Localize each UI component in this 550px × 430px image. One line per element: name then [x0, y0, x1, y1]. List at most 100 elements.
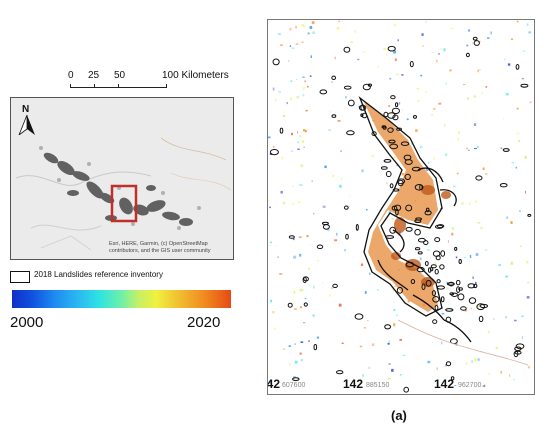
landslide-pixel — [421, 33, 424, 36]
inventory-polygon — [428, 267, 432, 273]
landslide-pixel — [388, 340, 390, 343]
landslide-pixel — [480, 227, 483, 229]
inventory-polygon — [456, 286, 461, 294]
inventory-polygon — [396, 127, 403, 131]
landslide-pixel — [313, 213, 315, 215]
landslide-pixel — [451, 232, 454, 236]
landslide-pixel — [299, 306, 302, 309]
inventory-polygon — [460, 306, 467, 311]
ramp-end-year: 2020 — [187, 314, 221, 331]
right-coord-major: -6 — [534, 320, 535, 331]
landslide-pixel — [341, 178, 343, 181]
landslide-pixel — [431, 52, 434, 54]
landslide-pixel — [341, 342, 344, 344]
landslide-pixel — [441, 313, 445, 315]
landslide-pixel — [268, 200, 270, 202]
landslide-pixel — [269, 382, 272, 384]
inventory-polygon — [473, 40, 480, 46]
bottom-coord-minor: 962700 — [458, 382, 482, 389]
landslide-pixel — [269, 206, 271, 209]
landslide-pixel — [301, 41, 304, 43]
inventory-polygon — [331, 114, 337, 118]
landslide-pixel — [477, 358, 480, 361]
landslide-pixel — [301, 289, 304, 291]
inventory-polygon — [424, 261, 429, 266]
right-coord-major: -6 — [534, 256, 535, 267]
landslide-pixel — [309, 243, 311, 246]
inventory-polygon — [396, 286, 403, 294]
landslide-pixel — [303, 129, 306, 132]
inventory-polygon — [414, 219, 422, 223]
landslide-pixel — [521, 315, 524, 317]
landslide-pixel — [322, 205, 326, 208]
landslide-pixel — [510, 261, 513, 265]
landslide-pixel — [299, 352, 302, 355]
landslide-pixel — [529, 101, 532, 104]
inventory-polygon — [435, 255, 441, 261]
landslide-pixel — [303, 146, 305, 148]
inventory-polygon — [343, 46, 351, 53]
landslide-pixel — [291, 150, 293, 152]
inventory-polygon — [476, 303, 485, 311]
inventory-polygon — [414, 184, 424, 191]
inventory-polygon — [361, 112, 368, 119]
landslide-pixel — [350, 41, 353, 43]
inventory-polygon — [475, 175, 483, 181]
area-of-interest-box — [110, 184, 138, 223]
inventory-polygon — [403, 154, 412, 161]
inventory-polygon — [417, 251, 423, 255]
landslide-pixel — [510, 221, 513, 224]
landslide-pixel — [331, 81, 333, 83]
landslide-pixel — [527, 281, 530, 284]
landslide-pixel — [377, 65, 379, 68]
landslide-pixel — [334, 239, 338, 242]
landslide-pixel — [291, 47, 295, 49]
inventory-polygon — [405, 261, 415, 268]
inventory-polygon — [445, 316, 452, 323]
scale-tick-label: 25 — [88, 70, 100, 81]
landslide-pixel — [446, 281, 448, 284]
scale-tick — [118, 84, 119, 88]
inventory-polygon — [409, 61, 414, 68]
landslide-pixel — [292, 185, 294, 187]
landslide-pixel — [313, 285, 315, 289]
landslide-pixel — [298, 201, 301, 204]
landslide-pixel — [292, 203, 294, 206]
bottom-coord-major: 142 — [434, 377, 455, 391]
inventory-polygon — [358, 104, 367, 111]
inventory-polygon — [414, 247, 421, 251]
landslide-pixel — [438, 53, 440, 55]
landslide-pixel — [368, 366, 370, 369]
inventory-polygon — [332, 283, 338, 288]
landslide-pixel — [349, 194, 351, 196]
landslide-pixel — [460, 202, 464, 205]
landslide-pixel — [431, 114, 433, 116]
inventory-polygon — [371, 131, 377, 137]
inventory-polygon — [287, 302, 293, 308]
landslide-pixel — [511, 162, 515, 164]
landslide-pixel — [272, 310, 275, 314]
landslide-pixel — [389, 77, 392, 80]
landslide-pixel — [308, 340, 310, 342]
inventory-polygon — [385, 170, 392, 178]
landslide-pixel — [477, 222, 481, 224]
landslide-pixel — [328, 129, 331, 131]
landslide-pixel — [427, 360, 431, 364]
landslide-pixel — [393, 156, 396, 159]
landslide-pixel — [311, 180, 313, 182]
landslide-pixel — [521, 350, 524, 352]
inventory-polygon — [384, 324, 391, 330]
landslide-pixel — [526, 261, 529, 264]
inventory-polygon — [288, 235, 295, 239]
landslide-pixel — [485, 86, 488, 88]
scale-tick — [94, 84, 95, 88]
landslide-pixel — [288, 60, 290, 62]
inventory-polygon — [445, 361, 452, 367]
inventory-polygon — [424, 210, 432, 216]
landslide-pixel — [481, 91, 483, 95]
scale-tick-label: 50 — [114, 70, 126, 81]
landslide-pixel — [329, 111, 332, 113]
landslide-pixel — [472, 276, 474, 279]
landslide-pixel — [419, 145, 423, 148]
landslide-pixel — [396, 314, 398, 317]
